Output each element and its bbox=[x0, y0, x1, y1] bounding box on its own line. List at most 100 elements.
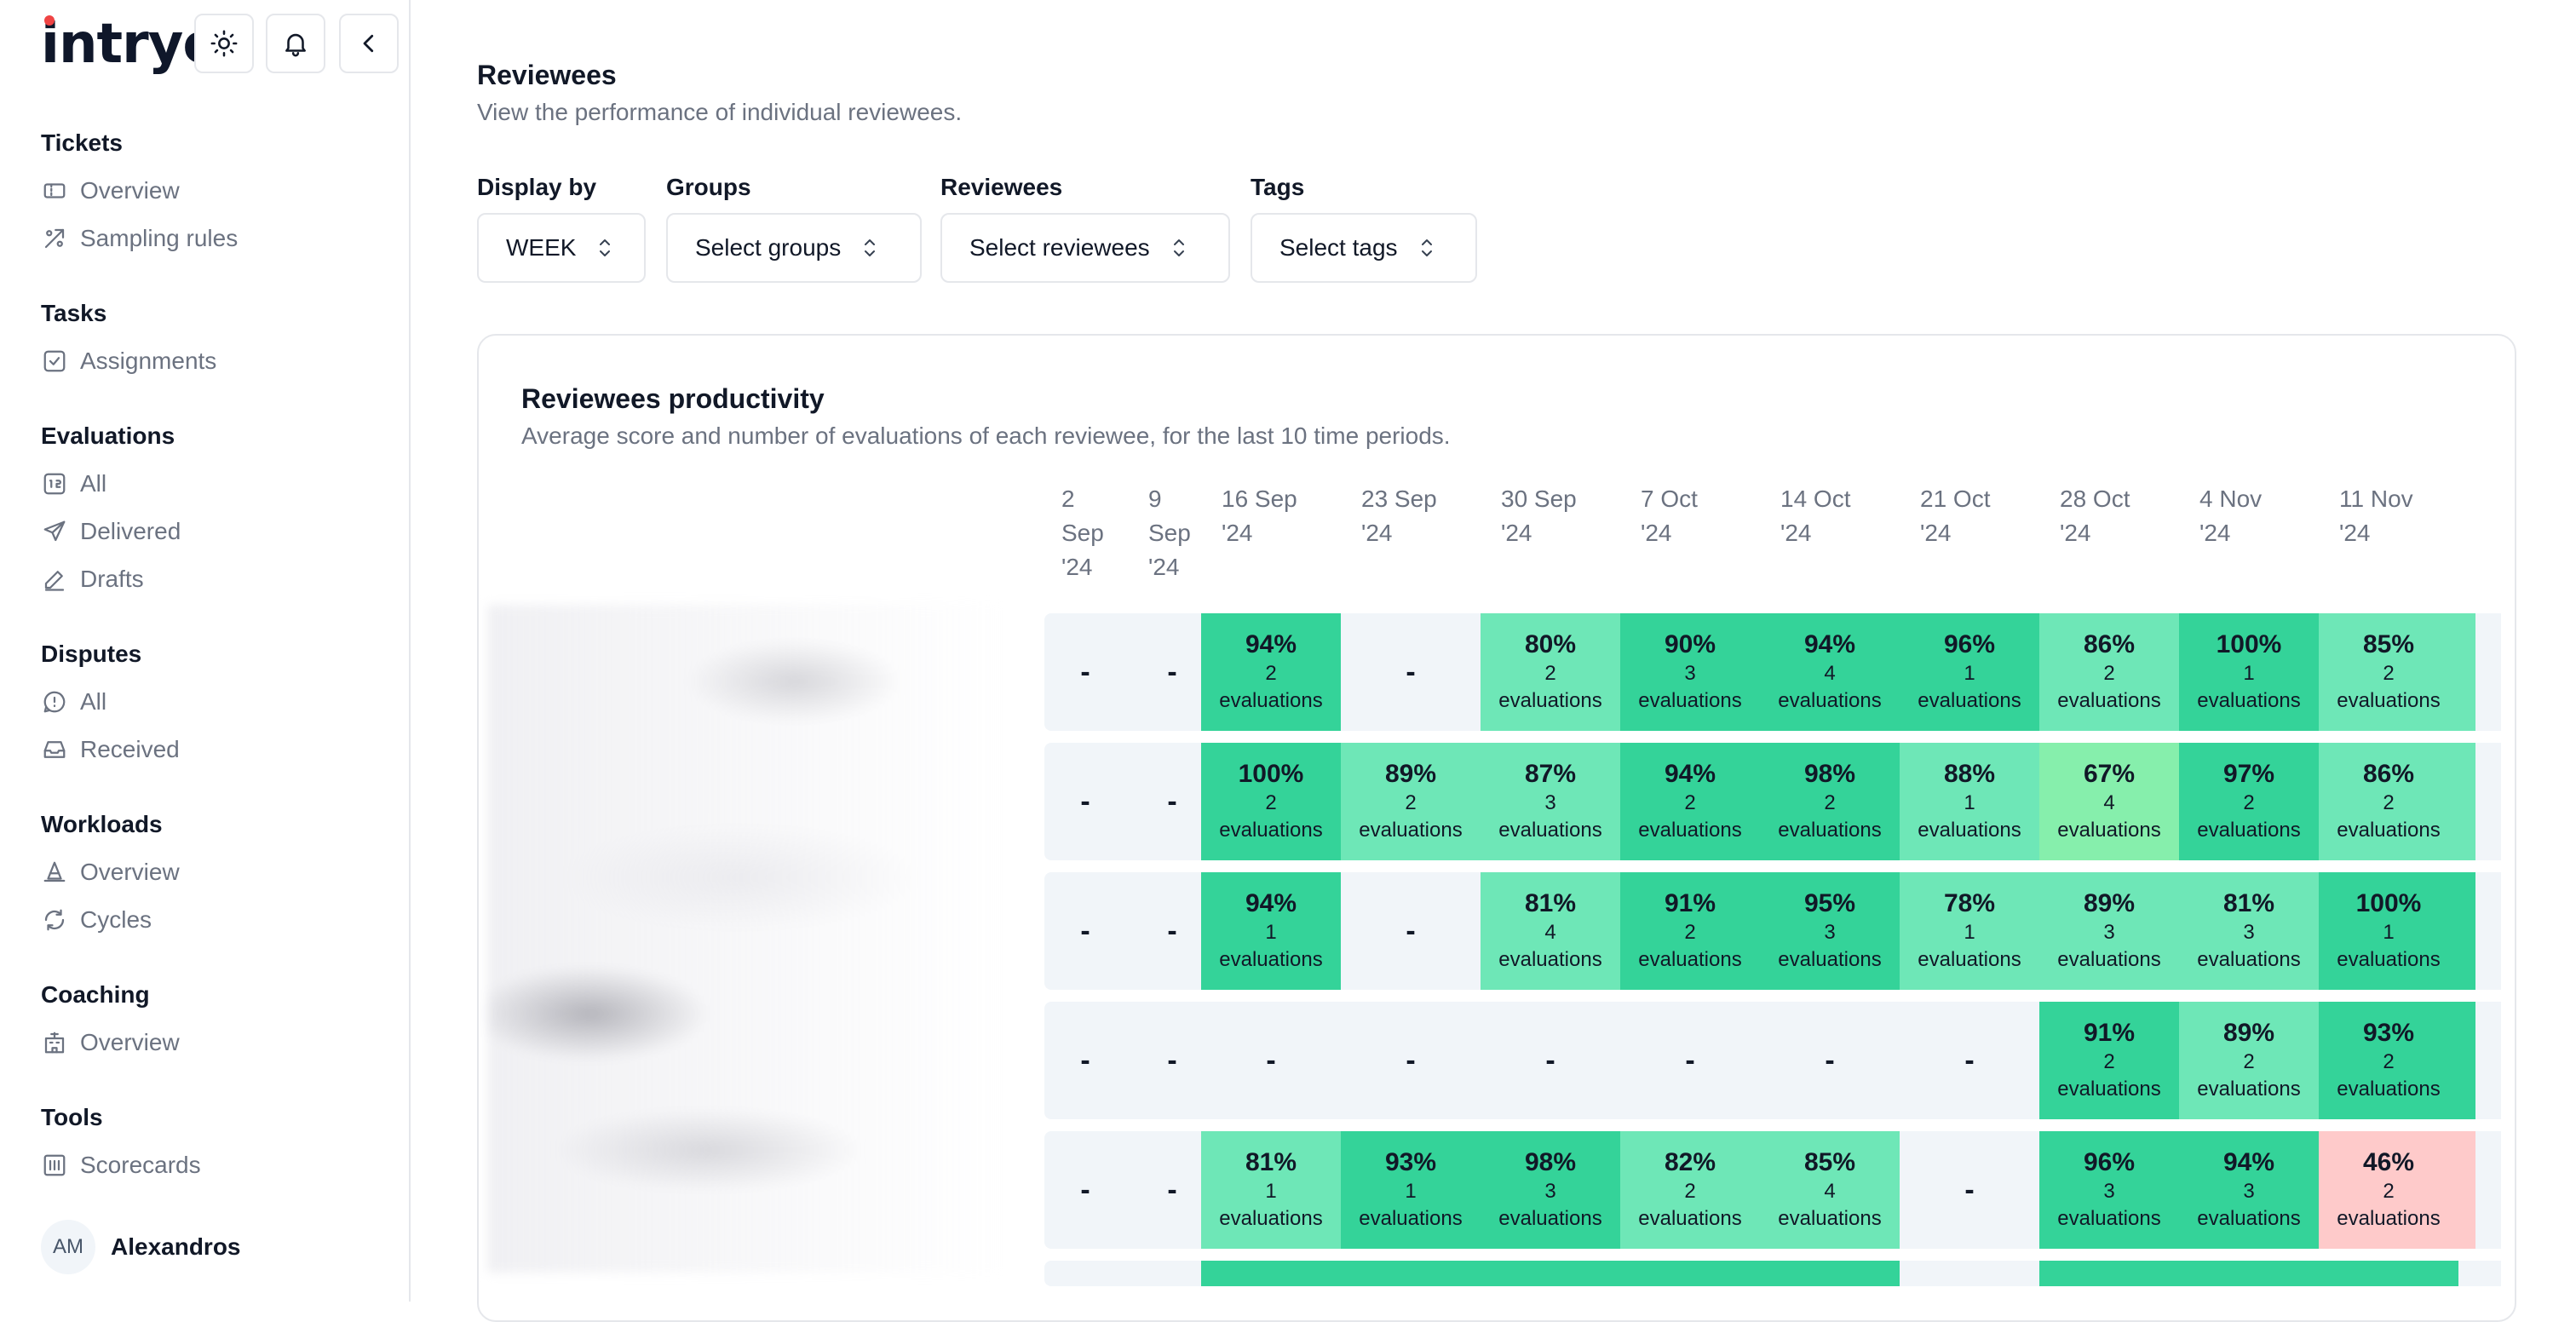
sidebar-item-tickets-overview[interactable]: Overview bbox=[41, 167, 399, 215]
score-cell[interactable]: 100% 2 evaluations bbox=[1201, 743, 1341, 860]
empty-cell: - bbox=[1044, 1131, 1128, 1249]
score-cell[interactable]: 82% 2 evaluations bbox=[1620, 1131, 1760, 1249]
score-cell[interactable] bbox=[2179, 1261, 2319, 1286]
user-name: Alexandros bbox=[111, 1233, 241, 1260]
empty-cell: - bbox=[1341, 872, 1481, 990]
score-cell[interactable]: 89% 3 evaluations bbox=[2039, 872, 2179, 990]
score-cell[interactable]: 86% 2 evaluations bbox=[2319, 743, 2458, 860]
sidebar-item-workloads-overview[interactable]: Overview bbox=[41, 848, 399, 896]
empty-cell: - bbox=[1201, 1002, 1341, 1119]
reviewee-row: - - 94% 2 evaluations - 80% 2 evaluations 90% 3 eva… bbox=[1044, 613, 2501, 731]
sidebar-item-label: Scorecards bbox=[80, 1152, 201, 1178]
score-cell[interactable]: 81% 1 evaluations bbox=[1201, 1131, 1341, 1249]
sidebar-item-evaluations-delivered[interactable]: Delivered bbox=[41, 508, 399, 555]
score-cell[interactable] bbox=[2319, 1261, 2458, 1286]
score-cell[interactable]: 46% 2 evaluations bbox=[2319, 1131, 2458, 1249]
score-cell[interactable]: 93% 1 evaluations bbox=[1341, 1131, 1481, 1249]
score-cell[interactable]: 94% 2 evaluations bbox=[1620, 743, 1760, 860]
theme-toggle-button[interactable] bbox=[194, 14, 254, 73]
score-cell[interactable]: 67% 4 evaluations bbox=[2039, 743, 2179, 860]
score-cell[interactable]: 81% 4 evaluations bbox=[1481, 872, 1620, 990]
score-cell[interactable]: 86% 2 evaluations bbox=[2039, 613, 2179, 731]
score-cell[interactable]: 100% 1 evaluations bbox=[2319, 872, 2458, 990]
score-cell[interactable] bbox=[1341, 1261, 1481, 1286]
evaluation-label: evaluations bbox=[2197, 948, 2301, 971]
empty-dash: - bbox=[1266, 1043, 1276, 1077]
score-cell[interactable] bbox=[2039, 1261, 2179, 1286]
nav-section-title: Tasks bbox=[41, 300, 107, 326]
score-percent: 67% bbox=[2083, 760, 2136, 788]
sidebar-item-label: Overview bbox=[80, 177, 180, 204]
evaluation-count: 2 bbox=[1265, 662, 1277, 685]
evaluation-count: 2 bbox=[2383, 662, 2395, 685]
page-title: Reviewees bbox=[477, 60, 617, 90]
score-cell[interactable]: 98% 3 evaluations bbox=[1481, 1131, 1620, 1249]
score-cell[interactable]: 81% 3 evaluations bbox=[2179, 872, 2319, 990]
evaluation-label: evaluations bbox=[1638, 948, 1742, 971]
empty-dash: - bbox=[1685, 1043, 1695, 1077]
sidebar-item-disputes-all[interactable]: All bbox=[41, 678, 399, 726]
display-by-select[interactable]: WEEK bbox=[477, 213, 646, 283]
score-cell[interactable]: 91% 2 evaluations bbox=[1620, 872, 1760, 990]
score-cell-overflow bbox=[2458, 1002, 2475, 1119]
score-cell[interactable]: 98% 2 evaluations bbox=[1760, 743, 1900, 860]
tags-select[interactable]: Select tags bbox=[1251, 213, 1477, 283]
sidebar-item-tickets-sampling-rules[interactable]: Sampling rules bbox=[41, 215, 399, 262]
score-cell[interactable]: 93% 2 evaluations bbox=[2319, 1002, 2458, 1119]
sidebar-item-coaching-overview[interactable]: Overview bbox=[41, 1019, 399, 1066]
sidebar-item-workloads-cycles[interactable]: Cycles bbox=[41, 896, 399, 944]
sidebar-item-disputes-received[interactable]: Received bbox=[41, 726, 399, 773]
user-menu[interactable]: AM Alexandros bbox=[41, 1220, 241, 1274]
evaluation-label: evaluations bbox=[2057, 819, 2161, 842]
evaluation-label: evaluations bbox=[1778, 689, 1882, 712]
score-cell[interactable] bbox=[1201, 1261, 1341, 1286]
empty-cell: - bbox=[1044, 1002, 1128, 1119]
evaluation-label: evaluations bbox=[2197, 1207, 2301, 1230]
score-cell[interactable]: 90% 3 evaluations bbox=[1620, 613, 1760, 731]
score-cell[interactable]: 94% 1 evaluations bbox=[1201, 872, 1341, 990]
logo[interactable]: intryc bbox=[41, 15, 215, 72]
score-cell[interactable] bbox=[1481, 1261, 1620, 1286]
sidebar-item-tasks-assignments[interactable]: Assignments bbox=[41, 337, 399, 385]
evaluation-count: 3 bbox=[2103, 1180, 2115, 1203]
score-cell[interactable]: 94% 3 evaluations bbox=[2179, 1131, 2319, 1249]
reviewee-names-redacted bbox=[487, 605, 1002, 1273]
score-cell[interactable]: 95% 3 evaluations bbox=[1760, 872, 1900, 990]
score-cell[interactable]: 97% 2 evaluations bbox=[2179, 743, 2319, 860]
score-cell[interactable]: 94% 4 evaluations bbox=[1760, 613, 1900, 731]
score-cell[interactable]: 96% 1 evaluations bbox=[1900, 613, 2039, 731]
score-percent: 96% bbox=[2083, 1148, 2136, 1176]
empty-cell: - bbox=[1341, 1002, 1481, 1119]
score-cell[interactable]: 100% 1 evaluations bbox=[2179, 613, 2319, 731]
score-cell[interactable]: 87% 3 evaluations bbox=[1481, 743, 1620, 860]
score-cell-overflow bbox=[2458, 613, 2475, 731]
score-cell[interactable] bbox=[1620, 1261, 1760, 1286]
score-cell[interactable]: 88% 1 evaluations bbox=[1900, 743, 2039, 860]
evaluation-count: 3 bbox=[1544, 1180, 1556, 1203]
score-cell[interactable]: 91% 2 evaluations bbox=[2039, 1002, 2179, 1119]
sidebar-item-tools-scorecards[interactable]: Scorecards bbox=[41, 1141, 399, 1189]
score-percent: 94% bbox=[1245, 630, 1297, 658]
score-cell[interactable]: 85% 4 evaluations bbox=[1760, 1131, 1900, 1249]
notifications-button[interactable] bbox=[266, 14, 325, 73]
reviewees-select[interactable]: Select reviewees bbox=[940, 213, 1230, 283]
score-cell[interactable]: 89% 2 evaluations bbox=[2179, 1002, 2319, 1119]
evaluation-count: 2 bbox=[1684, 921, 1696, 944]
empty-dash: - bbox=[1167, 655, 1177, 688]
sidebar-item-evaluations-all[interactable]: All bbox=[41, 460, 399, 508]
empty-cell: - bbox=[1620, 1002, 1760, 1119]
sidebar-item-evaluations-drafts[interactable]: Drafts bbox=[41, 555, 399, 603]
score-cell[interactable]: 80% 2 evaluations bbox=[1481, 613, 1620, 731]
score-cell[interactable]: 85% 2 evaluations bbox=[2319, 613, 2458, 731]
evaluation-count: 2 bbox=[1684, 1180, 1696, 1203]
score-cell[interactable]: 96% 3 evaluations bbox=[2039, 1131, 2179, 1249]
empty-cell: - bbox=[1900, 1002, 2039, 1119]
empty-dash: - bbox=[1406, 655, 1416, 688]
collapse-sidebar-button[interactable] bbox=[339, 14, 399, 73]
score-cell[interactable]: 89% 2 evaluations bbox=[1341, 743, 1481, 860]
score-cell[interactable]: 94% 2 evaluations bbox=[1201, 613, 1341, 731]
groups-select[interactable]: Select groups bbox=[666, 213, 922, 283]
score-cell[interactable]: 78% 1 evaluations bbox=[1900, 872, 2039, 990]
evaluation-label: evaluations bbox=[2337, 1207, 2441, 1230]
score-cell[interactable] bbox=[1760, 1261, 1900, 1286]
